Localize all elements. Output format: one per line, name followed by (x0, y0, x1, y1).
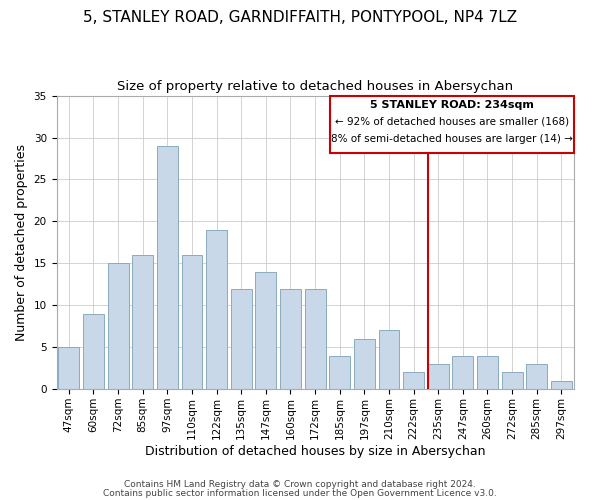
Bar (502, 372, 523, 389)
Text: ← 92% of detached houses are smaller (168): ← 92% of detached houses are smaller (16… (335, 116, 569, 126)
Text: 8% of semi-detached houses are larger (14) →: 8% of semi-detached houses are larger (1… (331, 134, 573, 143)
Text: Contains public sector information licensed under the Open Government Licence v3: Contains public sector information licen… (103, 488, 497, 498)
Bar (551, 381, 572, 389)
Bar (428, 364, 449, 389)
Bar (132, 255, 153, 389)
Title: Size of property relative to detached houses in Abersychan: Size of property relative to detached ho… (117, 80, 513, 93)
FancyBboxPatch shape (330, 96, 574, 152)
Text: Contains HM Land Registry data © Crown copyright and database right 2024.: Contains HM Land Registry data © Crown c… (124, 480, 476, 489)
Bar (256, 272, 277, 389)
Text: 5, STANLEY ROAD, GARNDIFFAITH, PONTYPOOL, NP4 7LZ: 5, STANLEY ROAD, GARNDIFFAITH, PONTYPOOL… (83, 10, 517, 25)
Text: 5 STANLEY ROAD: 234sqm: 5 STANLEY ROAD: 234sqm (370, 100, 534, 110)
Bar (231, 288, 251, 389)
Bar (403, 372, 424, 389)
Bar (107, 264, 128, 389)
X-axis label: Distribution of detached houses by size in Abersychan: Distribution of detached houses by size … (145, 444, 485, 458)
Bar (83, 314, 104, 389)
Bar (157, 146, 178, 389)
Bar (477, 356, 498, 389)
Bar (452, 356, 473, 389)
Bar (206, 230, 227, 389)
Bar (305, 288, 326, 389)
Y-axis label: Number of detached properties: Number of detached properties (15, 144, 28, 341)
Bar (329, 356, 350, 389)
Bar (182, 255, 202, 389)
Bar (526, 364, 547, 389)
Bar (280, 288, 301, 389)
Bar (58, 347, 79, 389)
Bar (379, 330, 400, 389)
Bar (354, 339, 375, 389)
